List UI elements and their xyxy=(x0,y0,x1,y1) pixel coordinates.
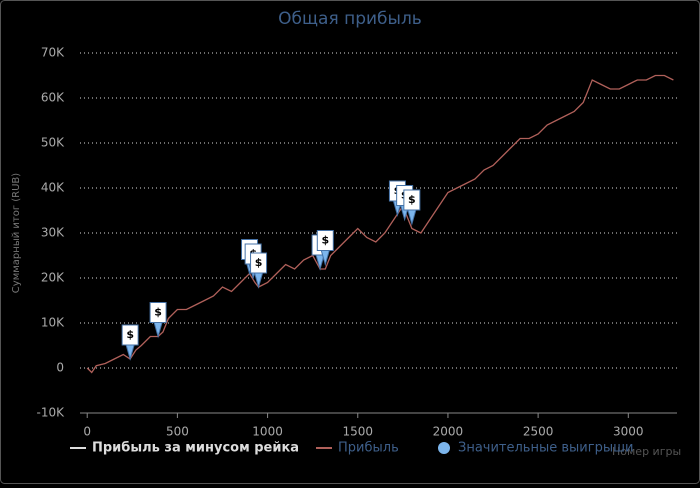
y-tick-label: 10K xyxy=(41,316,65,330)
y-axis-title: Суммарный итог (RUB) xyxy=(11,173,22,293)
flag-label: $ xyxy=(321,234,329,247)
flag-label: $ xyxy=(408,193,416,206)
x-tick-label: 2000 xyxy=(433,425,464,439)
x-tick-label: 0 xyxy=(83,425,91,439)
profit-line xyxy=(86,74,674,374)
win-flag xyxy=(121,324,139,346)
y-tick-label: 60K xyxy=(41,91,65,105)
x-tick-label: 3000 xyxy=(613,425,644,439)
flag-label: $ xyxy=(255,256,263,269)
x-tick-label: 500 xyxy=(166,425,189,439)
legend-label: Прибыль за минусом рейка xyxy=(92,441,299,456)
chart-title: Общая прибыль xyxy=(278,9,422,29)
y-tick-label: 70K xyxy=(41,46,65,60)
win-flag xyxy=(149,302,167,323)
x-tick-label: 1500 xyxy=(342,425,373,439)
y-tick-label: -10K xyxy=(37,406,66,420)
legend-symbol xyxy=(438,442,450,454)
win-flag xyxy=(403,189,421,211)
legend-label: Прибыль xyxy=(338,441,399,456)
y-tick-label: 50K xyxy=(41,136,65,150)
y-tick-label: 40K xyxy=(41,181,65,195)
win-flag xyxy=(250,252,268,274)
x-tick-label: 1000 xyxy=(252,425,283,439)
flag-label: $ xyxy=(126,328,134,341)
win-flag xyxy=(316,230,334,251)
x-tick-label: 2500 xyxy=(523,425,554,439)
flag-label: $ xyxy=(154,306,162,319)
y-tick-label: 30K xyxy=(41,226,65,240)
y-tick-label: 0 xyxy=(56,361,64,375)
x-axis-title: Номер игры xyxy=(612,445,681,458)
y-tick-label: 20K xyxy=(41,271,65,285)
legend-label: Значительные выигрыши xyxy=(458,441,633,456)
